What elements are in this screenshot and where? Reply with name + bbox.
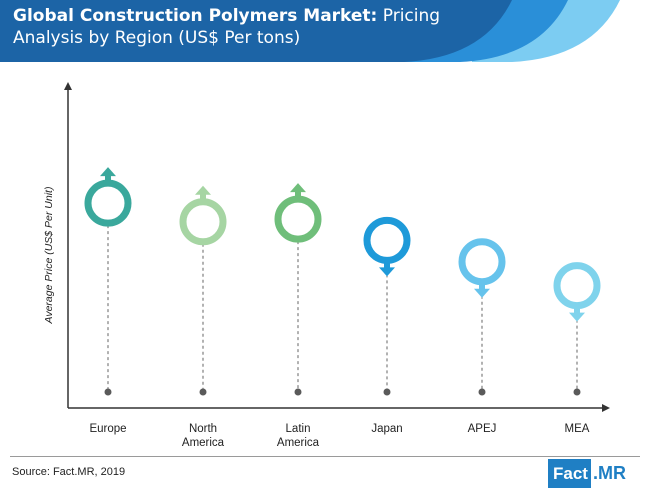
data-point-apej bbox=[458, 238, 506, 286]
chart-title-rest: Pricing Analysis by Region (US$ Per tons… bbox=[13, 6, 441, 48]
chart-title: Global Construction Polymers Market: Pri… bbox=[13, 5, 453, 49]
source-note: Source: Fact.MR, 2019 bbox=[12, 466, 126, 478]
x-tick-label-line: APEJ bbox=[468, 423, 497, 435]
x-tick-label-line: North bbox=[189, 423, 217, 435]
marker-base-dot bbox=[294, 388, 302, 396]
logo-mr: .MR bbox=[592, 463, 626, 483]
marker-base-dot bbox=[104, 388, 112, 396]
marker-arrow-stem bbox=[384, 260, 390, 269]
data-point-north-america bbox=[179, 198, 227, 246]
x-tick-label-line: Japan bbox=[371, 423, 402, 435]
x-tick-label: APEJ bbox=[468, 423, 497, 435]
category-labels: Europe North America Latin America Japan APEJ M… bbox=[89, 423, 589, 449]
x-tick-label: MEA bbox=[565, 423, 590, 435]
chart-marks bbox=[84, 167, 601, 396]
marker-arrow-up bbox=[290, 183, 306, 193]
x-tick-label-line: Europe bbox=[89, 423, 126, 435]
x-axis-arrow bbox=[602, 404, 610, 412]
data-point-japan bbox=[363, 216, 411, 264]
chart-title-bold: Global Construction Polymers Market: bbox=[13, 6, 378, 26]
logo-fact: Fact bbox=[548, 459, 591, 488]
marker-arrow-stem bbox=[574, 305, 580, 314]
x-tick-label: Japan bbox=[371, 423, 402, 435]
x-tick-label-line: MEA bbox=[565, 423, 590, 435]
axes: Average Price (US$ Per Unit) bbox=[43, 82, 610, 412]
y-axis-arrow bbox=[64, 82, 72, 90]
marker-base-dot bbox=[573, 388, 581, 396]
marker-arrow-up bbox=[195, 185, 211, 195]
marker-arrow-up bbox=[100, 167, 116, 177]
marker-base-dot bbox=[199, 388, 207, 396]
marker-base-dot bbox=[478, 388, 486, 396]
marker-arrow-stem bbox=[295, 191, 301, 200]
marker-arrow-stem bbox=[105, 175, 111, 184]
marker-arrow-stem bbox=[479, 281, 485, 290]
x-tick-label: Europe bbox=[89, 423, 126, 435]
marker-arrow-down bbox=[379, 267, 395, 277]
header-band-dark bbox=[0, 0, 512, 62]
factmr-logo: Fact .MR bbox=[548, 459, 640, 488]
chart-area: Average Price (US$ Per Unit) Europe North… bbox=[43, 82, 610, 449]
footer-divider bbox=[10, 456, 640, 457]
x-tick-label-line: America bbox=[182, 437, 225, 449]
marker-arrow-stem bbox=[200, 193, 206, 202]
x-tick-label-line: Latin bbox=[286, 423, 311, 435]
x-tick-label: Latin America bbox=[277, 423, 320, 449]
header-shapes bbox=[0, 0, 620, 62]
x-tick-label-line: America bbox=[277, 437, 320, 449]
data-point-latin-america bbox=[274, 195, 322, 243]
marker-arrow-down bbox=[569, 312, 585, 322]
marker-base-dot bbox=[383, 388, 391, 396]
marker-arrow-down bbox=[474, 288, 490, 298]
data-point-mea bbox=[553, 262, 601, 310]
data-point-europe bbox=[84, 179, 132, 227]
y-axis-label: Average Price (US$ Per Unit) bbox=[43, 187, 55, 325]
x-tick-label: North America bbox=[182, 423, 225, 449]
header-banner: Global Construction Polymers Market: Pri… bbox=[0, 0, 650, 62]
